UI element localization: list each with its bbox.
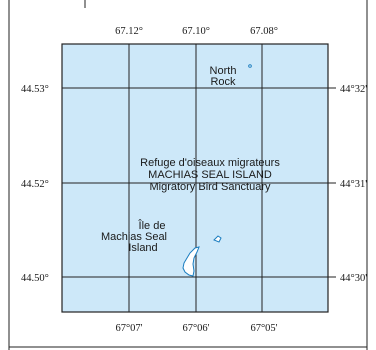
small-islet-east xyxy=(213,235,222,243)
left-latitude-label-2: 44.52° xyxy=(21,179,49,190)
north-rock-islet xyxy=(248,64,252,68)
island-label-line1: Île de xyxy=(138,219,166,232)
north-rock-label-line2: Rock xyxy=(210,76,236,88)
north-rock-label-line1: North xyxy=(210,65,237,77)
sanctuary-label-french: Refuge d'oiseaux migrateurs xyxy=(140,157,280,169)
bottom-longitude-label-1: 67°07' xyxy=(115,323,142,334)
right-latitude-label-2: 44°31' xyxy=(340,179,367,190)
island-label-line2: Machias Seal xyxy=(101,231,167,243)
bottom-longitude-label-2: 67°06' xyxy=(182,323,209,334)
top-longitude-label-1: 67.12° xyxy=(115,26,143,37)
sanctuary-label-name: MACHIAS SEAL ISLAND xyxy=(148,169,272,181)
top-longitude-label-2: 67.10° xyxy=(182,26,210,37)
right-latitude-label-1: 44°32' xyxy=(340,84,367,95)
sanctuary-water-area xyxy=(61,43,329,313)
top-longitude-label-3: 67.08° xyxy=(250,26,278,37)
island-label-line3: Island xyxy=(128,242,157,254)
bottom-longitude-label-3: 67°05' xyxy=(250,323,277,334)
left-latitude-label-1: 44.53° xyxy=(21,84,49,95)
right-latitude-label-3: 44°30' xyxy=(340,273,367,284)
left-latitude-label-3: 44.50° xyxy=(21,273,49,284)
machias-seal-island-shape xyxy=(182,246,200,277)
sanctuary-label-english: Migratory Bird Sanctuary xyxy=(149,181,271,193)
